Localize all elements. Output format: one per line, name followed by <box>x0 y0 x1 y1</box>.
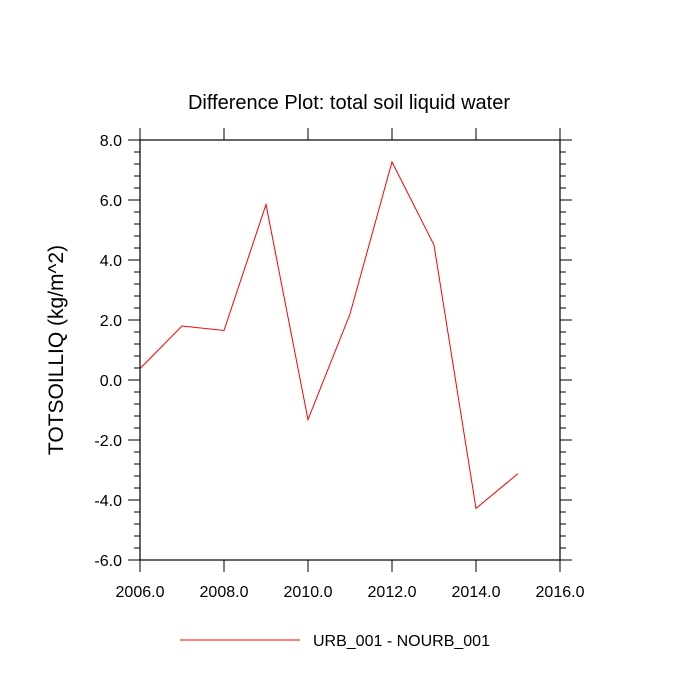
plot-border <box>139 139 561 561</box>
y-axis-label: TOTSOILLIQ (kg/m^2) <box>45 245 68 455</box>
axis-ticks <box>128 128 572 572</box>
x-tick-label: 2016.0 <box>536 584 585 601</box>
x-tick-label: 2014.0 <box>452 584 501 601</box>
x-tick-label: 2012.0 <box>368 584 417 601</box>
x-tick-label: 2006.0 <box>116 584 165 601</box>
y-tick-label: 6.0 <box>100 193 122 210</box>
y-tick-label: 8.0 <box>100 133 122 150</box>
y-tick-label: 0.0 <box>100 373 122 390</box>
y-tick-label: -6.0 <box>94 553 122 570</box>
y-tick-label: -2.0 <box>94 433 122 450</box>
x-tick-label: 2010.0 <box>284 584 333 601</box>
plot-frame <box>139 139 561 561</box>
chart-title: Difference Plot: total soil liquid water <box>188 92 510 114</box>
y-axis-tick-labels: -6.0 -4.0 -2.0 0.0 2.0 4.0 6.0 8.0 <box>94 133 122 570</box>
y-tick-label: -4.0 <box>94 493 122 510</box>
x-tick-label: 2008.0 <box>200 584 249 601</box>
legend: URB_001 - NOURB_001 <box>180 633 490 650</box>
series-line <box>139 160 519 510</box>
legend-label: URB_001 - NOURB_001 <box>313 633 490 650</box>
x-axis-tick-labels: 2006.0 2008.0 2010.0 2012.0 2014.0 2016.0 <box>116 584 585 601</box>
series-lines <box>139 160 519 510</box>
y-tick-label: 2.0 <box>100 313 122 330</box>
y-tick-label: 4.0 <box>100 253 122 270</box>
